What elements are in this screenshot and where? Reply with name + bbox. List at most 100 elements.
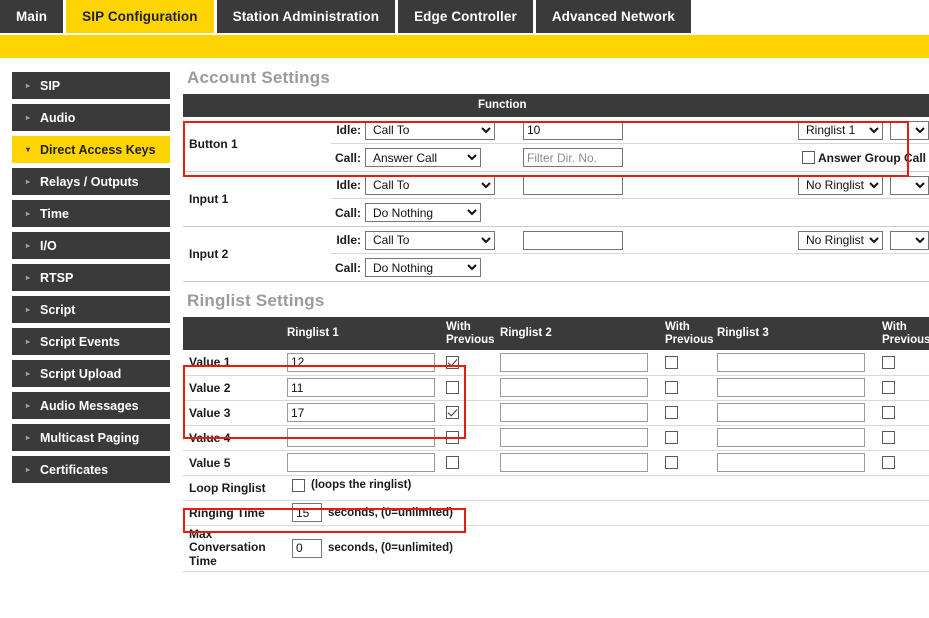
call-label: Call:	[334, 205, 361, 220]
with-previous-1-checkbox[interactable]	[446, 355, 459, 369]
extra-select[interactable]	[889, 230, 929, 250]
ringlist-1-value-cell	[281, 375, 440, 401]
ringlist-2-value-input[interactable]	[500, 428, 648, 447]
chevron-right-icon: ▸	[26, 80, 31, 90]
ringlist-3-value-input[interactable]	[717, 378, 865, 397]
ringlist-settings-table: Ringlist 1 With Previous Ringlist 2 With Prev…	[183, 317, 929, 572]
sidebar-item-i-o[interactable]: ▸ I/O	[12, 232, 170, 259]
with-previous-2-checkbox[interactable]	[665, 455, 678, 469]
idle-number-input[interactable]	[523, 230, 623, 250]
ringlist-3-value-input[interactable]	[717, 453, 865, 472]
header-blank-2	[798, 94, 929, 117]
call-action-select[interactable]: Call ToAnswer CallDo Nothing	[365, 148, 481, 167]
tab-advanced-network[interactable]: Advanced Network	[535, 0, 691, 33]
ringlist-select[interactable]: Ringlist 1Ringlist 2Ringlist 3No Ringlis…	[798, 175, 883, 195]
with-previous-3-checkbox[interactable]	[882, 355, 895, 369]
chevron-right-icon: ▸	[26, 400, 31, 410]
with-previous-3-checkbox[interactable]	[882, 405, 895, 419]
sidebar-item-script[interactable]: ▸ Script	[12, 296, 170, 323]
with-previous-1-checkbox[interactable]	[446, 430, 459, 444]
call-action-select[interactable]: Call ToAnswer CallDo Nothing	[365, 203, 481, 222]
chevron-right-icon: ▸	[26, 432, 31, 442]
with-previous-3-checkbox[interactable]	[882, 380, 895, 394]
with-previous-1-checkbox[interactable]	[446, 455, 459, 469]
ringlist-2-value-input[interactable]	[500, 378, 648, 397]
account-row-label: Button 1	[183, 117, 331, 172]
idle-action-select[interactable]: Call ToAnswer CallDo Nothing	[365, 120, 495, 140]
accent-bar	[0, 35, 929, 58]
ringlist-select[interactable]: Ringlist 1Ringlist 2Ringlist 3No Ringlis…	[798, 230, 883, 250]
ringlist-1-value-input[interactable]	[287, 378, 435, 397]
account-row: Input 2 Idle: Call ToAnswer CallDo Nothing…	[183, 226, 929, 282]
ringlist-2-value-input[interactable]	[500, 352, 648, 372]
ringlist-3-value-input[interactable]	[717, 403, 865, 422]
with-previous-3-checkbox[interactable]	[882, 455, 895, 469]
sidebar-item-label: SIP	[40, 78, 61, 93]
with-previous-1-checkbox[interactable]	[446, 380, 459, 394]
ringing-time-cell: seconds, (0=unlimited)	[281, 500, 929, 526]
with-previous-2-cell	[659, 450, 711, 476]
sidebar-item-multicast-paging[interactable]: ▸ Multicast Paging	[12, 424, 170, 451]
sidebar-item-script-upload[interactable]: ▸ Script Upload	[12, 360, 170, 387]
with-previous-2-checkbox[interactable]	[665, 355, 678, 369]
sidebar-item-direct-access-keys[interactable]: ▾ Direct Access Keys	[12, 136, 170, 163]
tab-sip-configuration[interactable]: SIP Configuration	[66, 0, 214, 33]
account-row-label: Input 2	[183, 226, 331, 282]
ringing-time-hint: seconds, (0=unlimited)	[328, 506, 453, 519]
sidebar-item-label: Script Upload	[40, 366, 122, 381]
ringlist-2-value-input[interactable]	[500, 403, 648, 422]
answer-group-call-checkbox[interactable]	[801, 151, 815, 164]
tab-main[interactable]: Main	[0, 0, 64, 33]
idle-action-select[interactable]: Call ToAnswer CallDo Nothing	[365, 230, 495, 250]
sidebar-item-audio[interactable]: ▸ Audio	[12, 104, 170, 131]
loop-ringlist-hint: (loops the ringlist)	[311, 479, 412, 491]
ringlist-select[interactable]: Ringlist 1Ringlist 2Ringlist 3No Ringlis…	[798, 120, 883, 140]
sidebar-item-label: Audio Messages	[40, 398, 139, 413]
sidebar-item-label: Direct Access Keys	[40, 142, 156, 157]
ringlist-1-value-input[interactable]	[287, 352, 435, 372]
with-previous-2-checkbox[interactable]	[665, 380, 678, 394]
sidebar-item-sip[interactable]: ▸ SIP	[12, 72, 170, 99]
tab-edge-controller[interactable]: Edge Controller	[398, 0, 533, 33]
with-previous-1-cell	[440, 350, 494, 376]
extra-select[interactable]	[889, 175, 929, 195]
header-function: Function	[331, 94, 798, 117]
sidebar-item-script-events[interactable]: ▸ Script Events	[12, 328, 170, 355]
sidebar-item-rtsp[interactable]: ▸ RTSP	[12, 264, 170, 291]
sidebar-item-audio-messages[interactable]: ▸ Audio Messages	[12, 392, 170, 419]
sidebar-item-time[interactable]: ▸ Time	[12, 200, 170, 227]
with-previous-3-checkbox[interactable]	[882, 430, 895, 444]
with-previous-2-checkbox[interactable]	[665, 405, 678, 419]
call-action-select[interactable]: Call ToAnswer CallDo Nothing	[365, 258, 481, 277]
max-conversation-time-input[interactable]	[292, 538, 322, 558]
answer-group-subrow: Answer Group Call	[798, 144, 929, 171]
call-subrow: Call: Call ToAnswer CallDo Nothing	[331, 254, 798, 281]
ringlist-1-value-input[interactable]	[287, 403, 435, 422]
ringlist-1-value-cell	[281, 400, 440, 426]
ringlist-2-value-input[interactable]	[500, 453, 648, 472]
chevron-down-icon: ▾	[26, 144, 31, 154]
sidebar-item-relays-outputs[interactable]: ▸ Relays / Outputs	[12, 168, 170, 195]
with-previous-1-cell	[440, 450, 494, 476]
sidebar-item-certificates[interactable]: ▸ Certificates	[12, 456, 170, 483]
ringlist-1-value-input[interactable]	[287, 453, 435, 472]
with-previous-3-cell	[876, 450, 929, 476]
account-row-label: Input 1	[183, 171, 331, 227]
ringlist-3-value-input[interactable]	[717, 428, 865, 447]
loop-ringlist-checkbox[interactable]	[292, 478, 305, 492]
call-number-input[interactable]	[523, 148, 623, 167]
idle-action-select[interactable]: Call ToAnswer CallDo Nothing	[365, 175, 495, 195]
ringlist-1-value-input[interactable]	[287, 428, 435, 447]
ringing-time-input[interactable]	[292, 503, 322, 522]
max-conversation-time-row: Max Conversation Time seconds, (0=unlimit…	[183, 525, 929, 572]
idle-number-input[interactable]	[523, 120, 623, 140]
ringlist-2-value-cell	[494, 450, 659, 476]
idle-subrow: Idle: Call ToAnswer CallDo Nothing	[331, 172, 798, 199]
idle-number-input[interactable]	[523, 175, 623, 195]
tab-station-administration[interactable]: Station Administration	[216, 0, 396, 33]
with-previous-1-checkbox[interactable]	[446, 405, 459, 419]
extra-select[interactable]	[889, 120, 929, 140]
ringlist-3-value-input[interactable]	[717, 352, 865, 372]
with-previous-2-checkbox[interactable]	[665, 430, 678, 444]
ringlist-value-row: Value 1	[183, 350, 929, 376]
